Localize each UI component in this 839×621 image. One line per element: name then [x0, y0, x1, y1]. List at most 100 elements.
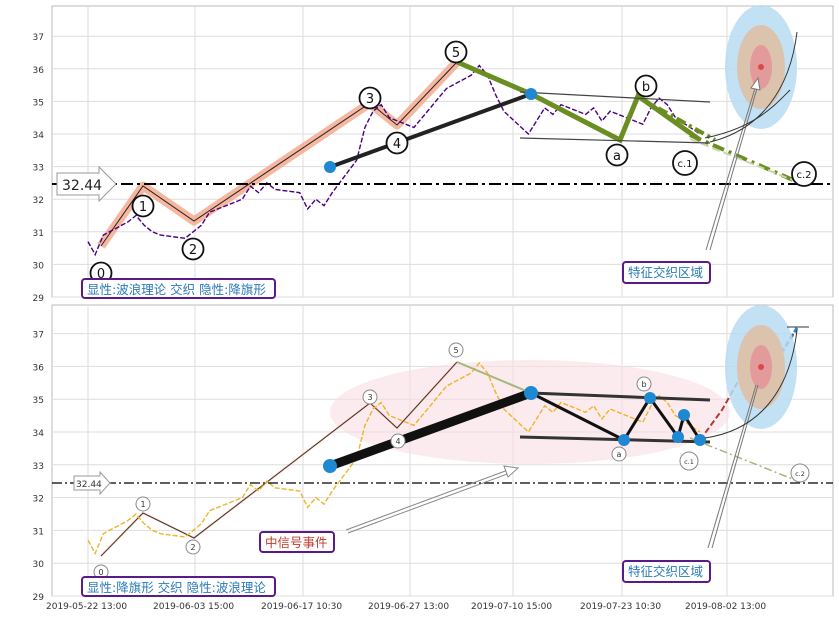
top-zone-label: 特征交织区域 — [628, 265, 703, 280]
signal-marker-bottom — [694, 434, 706, 446]
wave-label: 3 — [367, 393, 372, 402]
channel-upper-line — [519, 91, 711, 103]
y-tick-label: 36 — [33, 66, 45, 76]
wave-label-circle — [390, 433, 406, 449]
y-tick-label: 30 — [33, 261, 45, 271]
signal-event-label-box — [259, 531, 335, 553]
wave-label: 3 — [366, 92, 374, 107]
reference-value-label: 32.44 — [62, 178, 102, 194]
y-tick-label: 36 — [33, 363, 45, 373]
channel-lower-line — [519, 137, 711, 144]
wave-label-circle — [135, 496, 151, 512]
projection-curve-bottom — [704, 329, 798, 439]
bottom-wave-labels: 0 1 2 3 4 5 a b c.1 c.2 — [93, 342, 810, 580]
y-tick-label: 30 — [33, 560, 45, 570]
wave-label: 1 — [139, 200, 147, 215]
y-tick-label: 31 — [33, 229, 44, 239]
y-tick-label: 35 — [33, 396, 44, 406]
wave-label-circle — [362, 389, 378, 405]
wave-label: a — [617, 450, 622, 459]
wave-label-circle — [358, 86, 382, 110]
x-tick-label: 2019-08-02 13:00 — [685, 602, 766, 612]
projection-curve — [709, 31, 798, 143]
target-zone-center-bottom — [758, 364, 764, 370]
wave-label: b — [642, 80, 650, 95]
flag-projection-line — [639, 96, 716, 142]
signal-marker — [324, 161, 336, 173]
trend-line-bottom — [328, 388, 533, 471]
wave-label-circle — [448, 342, 464, 358]
wave-label-circle — [185, 539, 201, 555]
signal-event-label: 中信号事件 — [265, 535, 328, 550]
x-tick-label: 2019-07-23 10:30 — [580, 602, 661, 612]
wave-label-circle — [636, 376, 652, 392]
x-tick-label: 2019-07-10 15:00 — [471, 602, 552, 612]
wave-label-circle — [672, 150, 698, 176]
y-tick-label: 32 — [33, 495, 44, 505]
bottom-pattern-label: 显性:降旗形 交织 隐性:波浪理论 — [87, 580, 266, 595]
signal-pointer-arrow — [345, 469, 509, 531]
impulse-wave-line — [100, 61, 458, 247]
x-tick-label: 2019-06-03 15:00 — [153, 602, 234, 612]
y-tick-label: 34 — [33, 429, 45, 439]
y-tick-label: 33 — [33, 462, 44, 472]
wave-label: c.1 — [677, 159, 692, 170]
flag-projection-light — [689, 138, 801, 184]
y-tick-label: 33 — [33, 164, 44, 174]
wave-label: 5 — [452, 46, 460, 61]
trend-line — [329, 92, 532, 169]
top-pattern-label-box — [81, 278, 276, 299]
y-tick-label: 29 — [33, 593, 45, 603]
x-tick-label: 2019-06-17 10:30 — [261, 602, 342, 612]
signal-marker — [525, 88, 537, 100]
y-tick-label: 37 — [33, 331, 44, 341]
top-zone-label-box — [622, 261, 711, 284]
zone-pointer-arrow-bottom — [707, 384, 757, 549]
price-series-line-bottom — [87, 362, 701, 556]
wave-label: b — [641, 380, 646, 389]
zone-pointer-arrow-2 — [709, 84, 759, 251]
wave-label: c.2 — [795, 470, 805, 478]
wave-label-circle — [791, 161, 817, 187]
bottom-pattern-label-box — [81, 576, 276, 597]
top-plot-frame — [51, 5, 834, 298]
top-pattern-label: 显性:波浪理论 交织 隐性:降旗形 — [87, 282, 266, 297]
wave-label: 0 — [97, 267, 105, 282]
price-series-line — [87, 64, 701, 257]
target-zone-center — [758, 64, 764, 70]
wave-label-circle — [679, 451, 699, 471]
top-grid — [52, 6, 833, 298]
y-tick-label: 34 — [33, 131, 45, 141]
reference-arrow-tag — [56, 165, 117, 203]
x-tick-label: 2019-05-22 13:00 — [46, 602, 127, 612]
projection-curve-2 — [704, 89, 791, 139]
wave-label: c.1 — [684, 458, 694, 466]
y-tick-label: 29 — [33, 294, 45, 304]
wave-label-circle — [634, 74, 658, 98]
wave-label-circle — [790, 463, 810, 483]
x-tick-label: 2019-06-27 13:00 — [368, 602, 449, 612]
wave-label: 2 — [190, 543, 195, 552]
reference-arrow-tag-bottom — [73, 470, 111, 496]
wave-label-circle — [181, 237, 205, 261]
wave-label-circle — [444, 40, 468, 64]
y-tick-label: 32 — [33, 196, 44, 206]
signal-marker-bottom — [672, 431, 684, 443]
wave-label: 4 — [395, 437, 400, 446]
impulse-wave-line-bottom — [100, 361, 458, 557]
wave-label: c.2 — [796, 170, 811, 181]
zone-pointer-arrow-bottom-2 — [711, 384, 759, 549]
signal-marker-bottom — [644, 392, 656, 404]
y-tick-label: 35 — [33, 98, 44, 108]
flag-projection-line-bottom — [689, 437, 801, 483]
signal-marker-bottom — [524, 386, 538, 400]
signal-marker-bottom — [323, 459, 337, 473]
signal-marker-bottom — [618, 434, 630, 446]
wave-label: 4 — [393, 137, 401, 152]
reference-value-label-bottom: 32.44 — [76, 480, 102, 490]
y-tick-label: 31 — [33, 527, 44, 537]
